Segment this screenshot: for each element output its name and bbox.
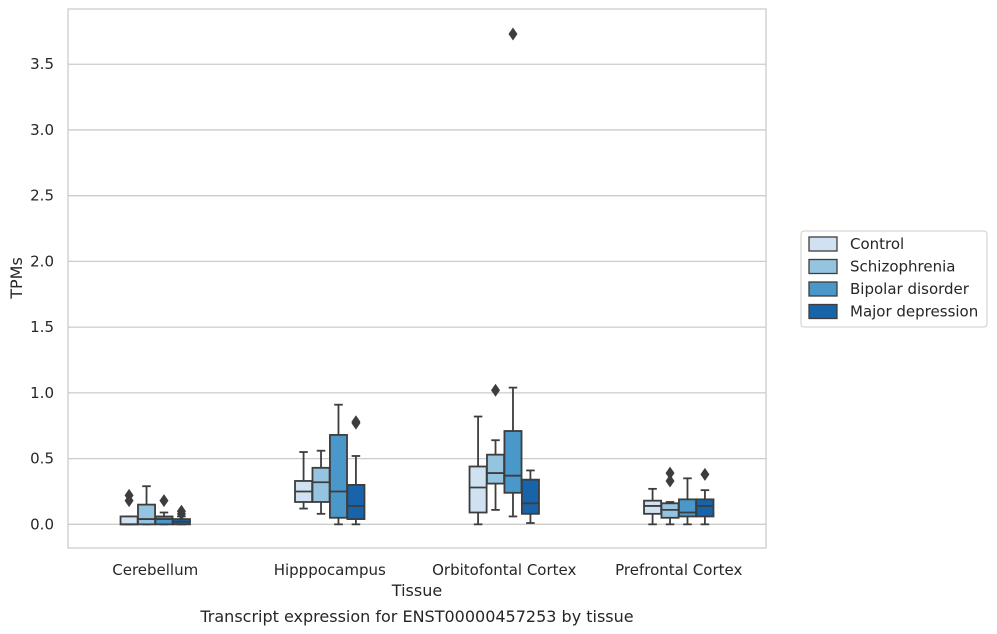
iqr-box xyxy=(346,483,366,520)
iqr-box xyxy=(119,515,139,526)
y-tick-label: 3.5 xyxy=(30,55,54,73)
box-major-depression xyxy=(520,469,540,524)
box-control xyxy=(294,451,314,510)
legend-label: Major depression xyxy=(850,303,978,321)
gridlines xyxy=(68,63,766,525)
x-tick-label: Orbitofontal Cortex xyxy=(432,561,576,579)
y-tick-label: 2.0 xyxy=(30,252,54,270)
outlier-point xyxy=(176,504,186,518)
legend-label: Schizophrenia xyxy=(850,258,955,276)
box-control xyxy=(643,487,663,526)
iqr-box xyxy=(520,478,540,515)
x-axis-ticks: Cerebellum Hipppocampus Orbitofontal Corte… xyxy=(112,561,742,579)
iqr-box xyxy=(154,515,174,526)
iqr-box xyxy=(678,498,697,518)
iqr-box xyxy=(137,503,156,526)
outlier-point xyxy=(665,474,675,488)
box-control xyxy=(119,488,139,526)
legend-frame xyxy=(800,230,988,328)
iqr-box xyxy=(503,430,523,494)
plot-area-frame xyxy=(67,8,767,549)
y-tick-label: 1.5 xyxy=(30,318,54,336)
box-schizophrenia xyxy=(311,449,331,515)
x-tick-label: Cerebellum xyxy=(112,561,198,579)
y-axis-label: TPMs xyxy=(7,257,26,300)
x-axis-label: Tissue xyxy=(391,581,442,600)
outlier-point xyxy=(665,466,675,480)
iqr-box xyxy=(468,465,488,514)
box-bipolar-disorder xyxy=(678,477,697,526)
box-schizophrenia xyxy=(486,383,505,511)
legend-label: Control xyxy=(850,235,904,253)
box-major-depression xyxy=(695,467,715,526)
box-bipolar-disorder xyxy=(329,403,348,526)
iqr-box xyxy=(311,466,331,503)
iqr-box xyxy=(695,498,715,518)
outlier-point xyxy=(124,488,134,502)
y-tick-label: 0.5 xyxy=(30,450,54,468)
legend: Control Schizophrenia Bipolar disorder Majo… xyxy=(800,230,988,328)
iqr-box xyxy=(643,499,663,515)
legend-swatch xyxy=(808,236,838,252)
box-schizophrenia xyxy=(137,485,156,526)
outlier-point xyxy=(351,415,361,429)
iqr-box xyxy=(486,453,505,485)
outlier-point xyxy=(508,27,518,41)
x-tick-label: Prefrontal Cortex xyxy=(615,561,742,579)
outlier-point xyxy=(700,467,710,481)
chart-caption: Transcript expression for ENST0000045725… xyxy=(199,607,633,626)
box-bipolar-disorder xyxy=(503,27,523,518)
box-major-depression xyxy=(171,504,191,526)
y-tick-label: 1.0 xyxy=(30,384,54,402)
y-axis-ticks: 0.0 0.5 1.0 1.5 2.0 2.5 3.0 3.5 xyxy=(30,55,54,533)
box-major-depression xyxy=(346,415,366,526)
outlier-point xyxy=(159,494,169,508)
y-tick-label: 3.0 xyxy=(30,121,54,139)
legend-label: Bipolar disorder xyxy=(850,280,970,298)
box-schizophrenia xyxy=(660,466,680,526)
outlier-point xyxy=(491,383,501,397)
iqr-box xyxy=(329,434,348,519)
legend-swatch xyxy=(808,281,838,297)
y-tick-label: 0.0 xyxy=(30,515,54,533)
y-tick-label: 2.5 xyxy=(30,187,54,205)
box-series xyxy=(119,27,715,526)
legend-swatch xyxy=(808,258,838,275)
x-tick-label: Hipppocampus xyxy=(274,561,386,579)
box-control xyxy=(468,415,488,526)
box-bipolar-disorder xyxy=(154,494,174,526)
legend-swatch xyxy=(808,303,838,320)
